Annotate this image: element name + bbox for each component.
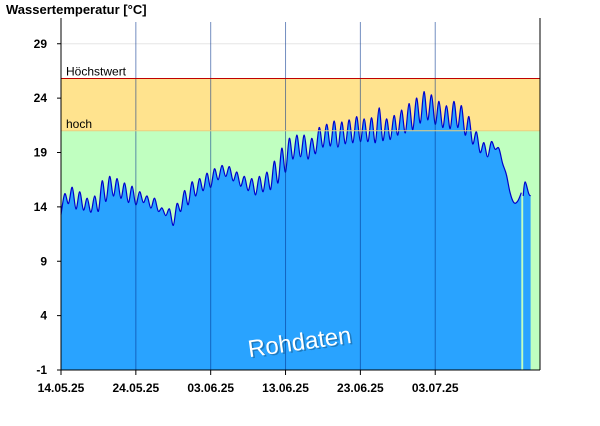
y-tick-label: 29 [34, 37, 48, 51]
temperature-fill-1 [523, 181, 531, 370]
threshold-label: hoch [66, 117, 92, 131]
x-tick-label: 24.05.25 [112, 381, 159, 395]
y-tick-label: 14 [34, 200, 48, 214]
x-tick-label: 03.06.25 [187, 381, 234, 395]
y-tick-label: 4 [40, 309, 47, 323]
threshold-label: Höchstwert [66, 65, 127, 79]
y-tick-label: 19 [34, 146, 48, 160]
temperature-line-1 [522, 181, 532, 197]
x-axis-ticks: 14.05.25 24.05.25 03.06.25 13.06.25 23.06.25… [38, 370, 459, 395]
threshold-lines: Höchstwert hoch [61, 65, 540, 132]
y-tick-label: 9 [40, 254, 47, 268]
date-gridlines [135, 22, 436, 370]
y-tick-label: -1 [36, 363, 47, 377]
temperature-line-0 [60, 90, 522, 227]
temperature-fill-0 [61, 91, 522, 370]
temperature-area [60, 90, 532, 370]
y-axis-ticks: -1 4 9 14 19 24 29 [34, 37, 61, 377]
chart-title: Wassertemperatur [°C] [6, 2, 147, 17]
x-tick-label: 03.07.25 [412, 381, 459, 395]
x-tick-label: 23.06.25 [337, 381, 384, 395]
y-tick-label: 24 [34, 91, 48, 105]
axes [60, 18, 541, 371]
x-tick-label: 14.05.25 [38, 381, 85, 395]
x-tick-label: 13.06.25 [262, 381, 309, 395]
